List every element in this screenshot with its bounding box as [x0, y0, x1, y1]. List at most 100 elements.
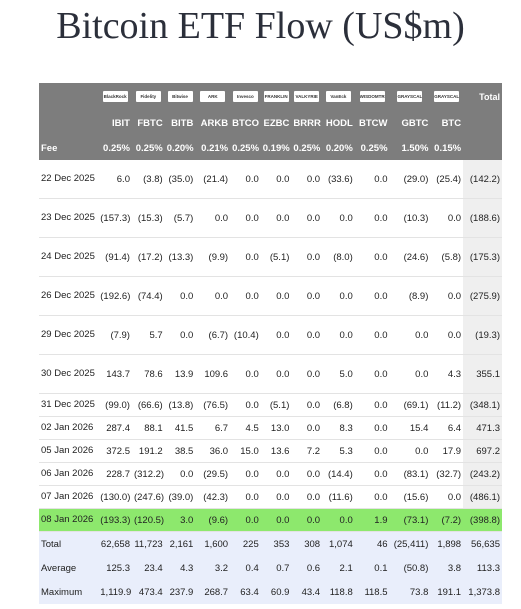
cell-ezbc: (5.1) — [260, 237, 292, 277]
cell-total: (348.1) — [463, 393, 502, 417]
summary-bitb: 4.3 — [164, 556, 196, 580]
fee-row: Fee 0.25% 0.25% 0.20% 0.21% 0.25% 0.19% 0.25% 0.… — [39, 136, 502, 160]
cell-arkb: (9.9) — [195, 237, 231, 277]
summary-bitb: 237.9 — [164, 580, 196, 604]
cell-btco: 0.0 — [230, 485, 261, 509]
cell-hodl: 8.3 — [322, 416, 355, 440]
cell-hodl: 0.0 — [322, 315, 355, 355]
cell-brrr: 7.2 — [291, 439, 323, 463]
row-date: 24 Dec 2025 — [39, 237, 99, 277]
cell-ezbc: 0.0 — [260, 354, 292, 394]
ticker-btcw: BTCW — [354, 110, 390, 136]
cell-fbtc: (15.3) — [131, 198, 165, 238]
summary-arkb: 268.7 — [195, 580, 231, 604]
cell-btco: 0.0 — [230, 198, 261, 238]
summary-total: 1,373.8 — [463, 580, 502, 604]
summary-arkb: 3.2 — [195, 556, 231, 580]
cell-gbtc: (24.6) — [389, 237, 431, 277]
cell-total: (19.3) — [463, 315, 502, 355]
summary-total: 56,635 — [463, 531, 502, 556]
cell-gbtc: 0.0 — [389, 439, 431, 463]
cell-hodl: 0.0 — [322, 198, 355, 238]
logo-cell-arkb: ARK — [195, 83, 231, 110]
cell-btcw: 0.0 — [354, 237, 390, 277]
fee-total-blank — [463, 136, 502, 160]
ticker-hodl: HODL — [322, 110, 355, 136]
table-row: 26 Dec 2025 (192.6) (74.4) 0.0 0.0 0.0 0.0 0.0 0… — [39, 276, 502, 316]
summary-btco: 63.4 — [230, 580, 261, 604]
summary-btcw: 46 — [354, 531, 390, 556]
summary-fbtc: 23.4 — [131, 556, 165, 580]
ticker-ibit: IBIT — [98, 110, 132, 136]
cell-btc: 4.3 — [430, 354, 464, 394]
summary-label: Maximum — [39, 580, 99, 604]
table-row: 30 Dec 2025 143.7 78.6 13.9 109.6 0.0 0.0 0.0 5.… — [39, 354, 502, 394]
summary-total: 113.3 — [463, 556, 502, 580]
ark-logo-icon: ARK — [200, 90, 226, 102]
summary-hodl: 1,074 — [322, 531, 355, 556]
cell-btco: (10.4) — [230, 315, 261, 355]
grayscale-btc-logo-icon: GRAYSCALE — [434, 90, 460, 102]
summary-ezbc: 60.9 — [260, 580, 292, 604]
cell-arkb: 109.6 — [195, 354, 231, 394]
table-row: 02 Jan 2026 287.4 88.1 41.5 6.7 4.5 13.0 0.0 8.3… — [39, 416, 502, 440]
summary-btcw: 0.1 — [354, 556, 390, 580]
cell-fbtc: 5.7 — [131, 315, 165, 355]
ticker-total-blank — [463, 110, 502, 136]
cell-ezbc: 13.6 — [260, 439, 292, 463]
cell-gbtc: (15.6) — [389, 485, 431, 509]
fee-brrr: 0.25% — [291, 136, 323, 160]
table-row: 22 Dec 2025 6.0 (3.8) (35.0) (21.4) 0.0 0.0 0.0… — [39, 160, 502, 199]
cell-arkb: (29.5) — [195, 462, 231, 486]
cell-ibit: 6.0 — [98, 160, 132, 199]
cell-btcw: 0.0 — [354, 354, 390, 394]
cell-arkb: 0.0 — [195, 276, 231, 316]
cell-brrr: 0.0 — [291, 416, 323, 440]
cell-ibit: (91.4) — [98, 237, 132, 277]
cell-total: (243.2) — [463, 462, 502, 486]
cell-fbtc: (3.8) — [131, 160, 165, 199]
fee-label: Fee — [39, 136, 99, 160]
cell-bitb: 3.0 — [164, 508, 196, 532]
cell-bitb: 38.5 — [164, 439, 196, 463]
table-row: 06 Jan 2026 228.7 (312.2) 0.0 (29.5) 0.0 0.0 0.… — [39, 462, 502, 486]
summary-brrr: 308 — [291, 531, 323, 556]
summary-ezbc: 353 — [260, 531, 292, 556]
summary-fbtc: 11,723 — [131, 531, 165, 556]
vaneck-logo-icon: VanEck — [325, 90, 351, 102]
cell-hodl: (11.6) — [322, 485, 355, 509]
summary-ezbc: 0.7 — [260, 556, 292, 580]
logo-cell-btc: GRAYSCALE — [430, 83, 464, 110]
cell-brrr: 0.0 — [291, 508, 323, 532]
row-date: 08 Jan 2026 — [39, 508, 99, 532]
logo-cell-btco: Invesco — [230, 83, 261, 110]
cell-ezbc: 0.0 — [260, 485, 292, 509]
cell-fbtc: 88.1 — [131, 416, 165, 440]
cell-btcw: 0.0 — [354, 315, 390, 355]
summary-btc: 191.1 — [430, 580, 464, 604]
table-row: 29 Dec 2025 (7.9) 5.7 0.0 (6.7) (10.4) 0.0 0.0 0… — [39, 315, 502, 355]
cell-btcw: 0.0 — [354, 393, 390, 417]
cell-gbtc: (8.9) — [389, 276, 431, 316]
cell-btcw: 0.0 — [354, 276, 390, 316]
cell-total: (275.9) — [463, 276, 502, 316]
logo-cell-brrr: VALKYRIE — [291, 83, 323, 110]
cell-ezbc: 0.0 — [260, 160, 292, 199]
cell-btco: 4.5 — [230, 416, 261, 440]
fee-fbtc: 0.25% — [131, 136, 165, 160]
row-date: 31 Dec 2025 — [39, 393, 99, 417]
row-date: 30 Dec 2025 — [39, 354, 99, 394]
cell-arkb: (42.3) — [195, 485, 231, 509]
table-row: 08 Jan 2026 (193.3) (120.5) 3.0 (9.6) 0.0 0.0 0… — [39, 508, 502, 532]
row-date: 05 Jan 2026 — [39, 439, 99, 463]
summary-btc: 3.8 — [430, 556, 464, 580]
fidelity-logo-icon: Fidelity — [135, 90, 161, 102]
cell-brrr: 0.0 — [291, 393, 323, 417]
summary-row-maximum: Maximum 1,119.9 473.4 237.9 268.7 63.4 60.9 43.… — [39, 580, 502, 604]
cell-fbtc: (17.2) — [131, 237, 165, 277]
cell-btc: 0.0 — [430, 485, 464, 509]
cell-btcw: 0.0 — [354, 160, 390, 199]
cell-total: 697.2 — [463, 439, 502, 463]
ticker-gbtc: GBTC — [389, 110, 431, 136]
summary-fbtc: 473.4 — [131, 580, 165, 604]
